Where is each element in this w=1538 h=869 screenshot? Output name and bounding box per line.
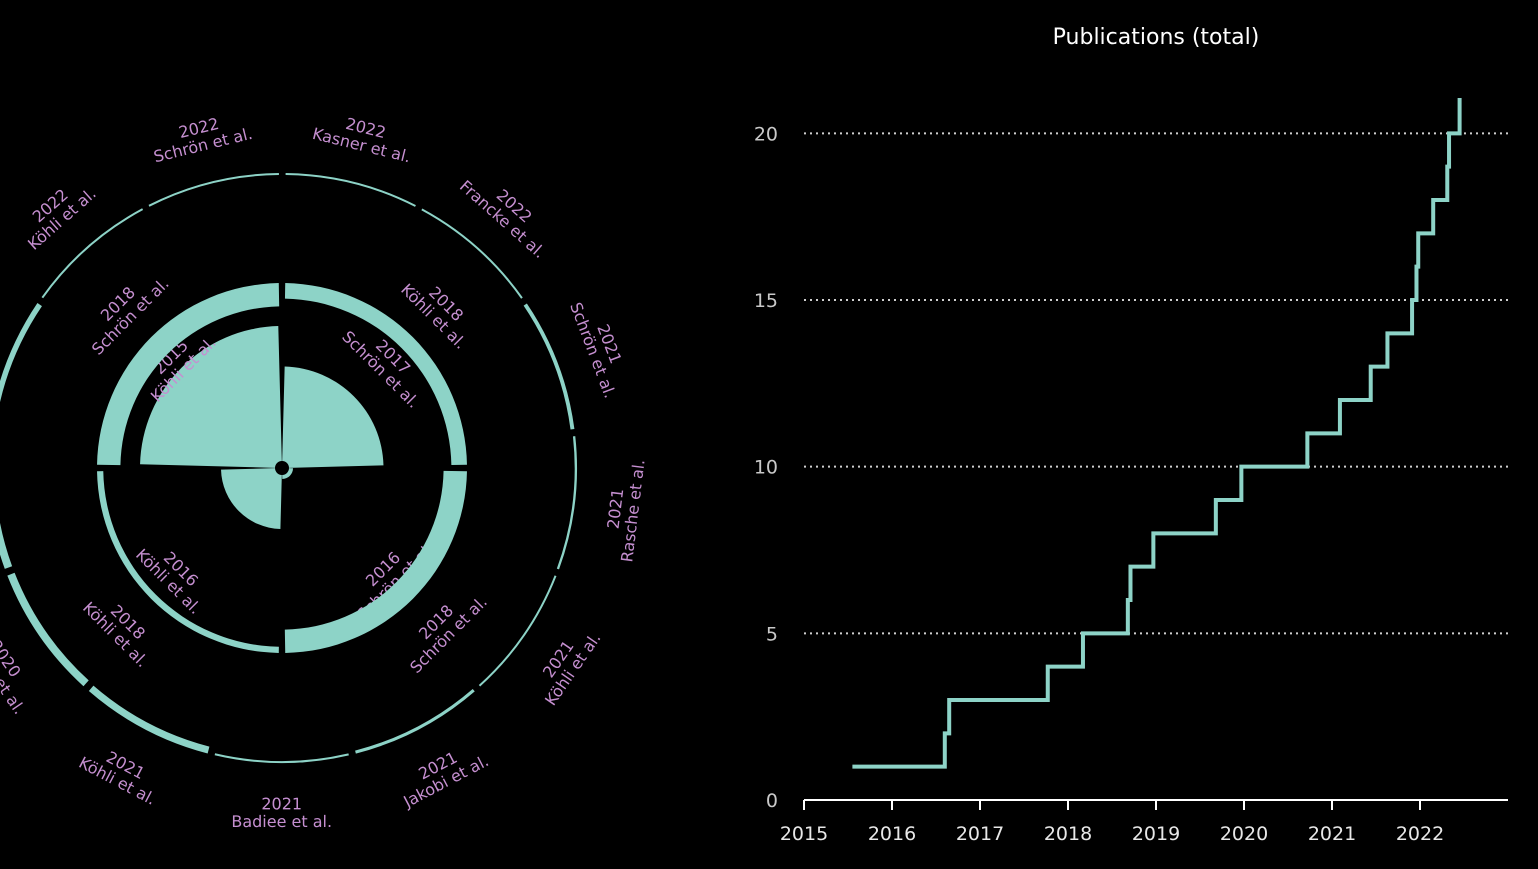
publications-step-line bbox=[852, 98, 1462, 769]
radial-bar bbox=[282, 468, 294, 480]
y-tick-label: 10 bbox=[754, 457, 778, 479]
chart-title: Publications (total) bbox=[1053, 25, 1260, 50]
radial-bar-label: 2021 Badiee et al. bbox=[231, 794, 332, 831]
radial-bar bbox=[214, 753, 349, 763]
radial-bar bbox=[284, 470, 467, 653]
radial-bar bbox=[88, 685, 210, 754]
radial-bar bbox=[0, 522, 13, 569]
radial-bar bbox=[285, 173, 416, 207]
radial-bar-label: 2021Rasche et al. bbox=[600, 456, 649, 563]
x-tick-label: 2022 bbox=[1396, 823, 1444, 845]
radial-bar bbox=[140, 326, 282, 468]
radial-bar bbox=[221, 468, 282, 529]
radial-bar-label: 2021Köhli et al. bbox=[527, 619, 605, 709]
cumulative-publications-chart: Publications (total) 0 5 10 15 20 2015 2016 201… bbox=[754, 25, 1508, 845]
radial-bar-label: 2016Köhli et al. bbox=[132, 533, 217, 618]
y-tick-label: 15 bbox=[754, 290, 778, 312]
radial-bar bbox=[97, 283, 280, 466]
x-tick-label: 2017 bbox=[956, 823, 1004, 845]
radial-bar bbox=[523, 303, 575, 430]
y-tick-label: 0 bbox=[766, 790, 778, 812]
radial-bar-year: 2021 bbox=[604, 487, 628, 530]
radial-bar-year: 2021 bbox=[261, 794, 302, 813]
radial-bar-label: 2021Jakobi et al. bbox=[391, 735, 491, 811]
y-tick-label: 5 bbox=[766, 623, 778, 645]
radial-bar-label: 2022Kasner et al. bbox=[311, 107, 417, 167]
radial-bar-label: 2022Köhli et al. bbox=[12, 171, 99, 254]
x-tick-label: 2021 bbox=[1308, 823, 1356, 845]
x-tick-label: 2020 bbox=[1220, 823, 1268, 845]
x-tick-label: 2018 bbox=[1044, 823, 1092, 845]
x-tick-label: 2016 bbox=[868, 823, 916, 845]
radial-bar bbox=[7, 572, 89, 687]
radial-bar-label: 2021Köhli et al. bbox=[76, 737, 168, 809]
x-tick-label: 2015 bbox=[780, 823, 828, 845]
radial-bar bbox=[282, 366, 384, 468]
radial-bar bbox=[355, 688, 475, 754]
radial-bar-label: 2022Schrön et al. bbox=[148, 107, 255, 167]
y-tick-label: 20 bbox=[754, 123, 778, 145]
x-tick-label: 2019 bbox=[1132, 823, 1180, 845]
radial-bar-label: 2022Francke et al. bbox=[456, 163, 561, 262]
radial-bar-label: 2021Schrön et al. bbox=[566, 293, 636, 400]
radial-bar bbox=[0, 303, 42, 403]
radial-bar bbox=[284, 283, 467, 466]
radial-bar bbox=[148, 173, 279, 207]
radial-publication-chart: 2015Köhli et al. 2017Schrön et al.2016Sch… bbox=[0, 107, 649, 831]
radial-bar bbox=[556, 436, 577, 570]
radial-bar-authors: Badiee et al. bbox=[231, 812, 332, 831]
